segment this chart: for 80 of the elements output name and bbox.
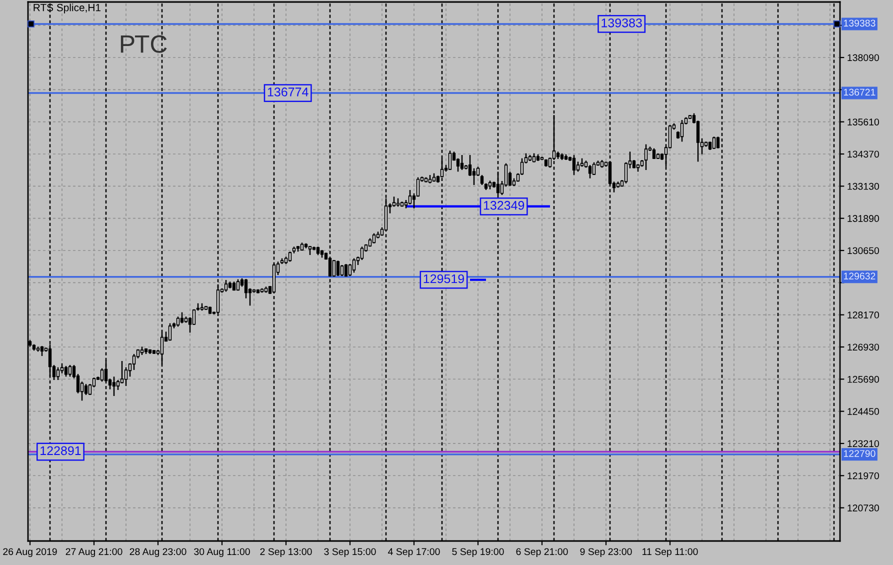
- candlestick: [352, 258, 356, 274]
- candlestick: [372, 232, 376, 244]
- candlestick: [60, 362, 64, 374]
- candlestick: [340, 264, 344, 277]
- candlestick: [416, 176, 420, 198]
- x-tick-label: 6 Sep 21:00: [516, 548, 568, 558]
- annotation: 129519: [424, 274, 464, 284]
- candlestick: [244, 278, 248, 299]
- y-tick-label: 128170: [848, 312, 880, 318]
- ref-line-label: 129632: [844, 272, 876, 280]
- candlestick: [572, 154, 576, 176]
- annotation: 136774: [268, 88, 308, 96]
- candlestick: [224, 279, 228, 292]
- ref-line-label: 136721: [844, 88, 876, 96]
- candlestick: [588, 164, 592, 179]
- x-tick-label: 5 Sep 19:00: [452, 548, 504, 558]
- candlestick: [576, 161, 580, 172]
- x-tick-label: 27 Aug 21:00: [66, 548, 122, 558]
- candlestick: [180, 312, 184, 324]
- x-tick-label: 2 Sep 13:00: [260, 548, 312, 558]
- candlestick: [100, 368, 104, 382]
- candlestick: [288, 251, 292, 262]
- annotation: 139383: [602, 18, 642, 28]
- candlestick: [472, 168, 476, 186]
- y-tick-label: 126930: [848, 344, 880, 351]
- candlestick: [68, 364, 72, 378]
- candlestick: [680, 119, 684, 142]
- candlestick: [408, 189, 412, 205]
- candlestick: [348, 263, 352, 277]
- candlestick: [120, 360, 124, 384]
- y-tick-label: 134370: [848, 150, 880, 158]
- candlestick: [132, 353, 136, 371]
- y-tick-label: 124450: [848, 408, 880, 415]
- candlestick: [124, 366, 128, 387]
- x-tick-label: 30 Aug 11:00: [194, 548, 250, 558]
- candlestick: [84, 383, 88, 396]
- y-tick-label: 138090: [848, 54, 880, 62]
- y-tick-label: 131890: [848, 215, 880, 222]
- candlestick: [176, 316, 180, 328]
- candlestick: [336, 260, 340, 277]
- annotation: РТС: [120, 35, 167, 53]
- ref-line-label: 139383: [844, 20, 876, 27]
- y-tick-label: 133130: [848, 182, 880, 190]
- candlestick: [40, 345, 44, 357]
- candlestick: [716, 136, 720, 149]
- candlestick: [460, 154, 464, 171]
- candlestick: [168, 322, 172, 342]
- y-tick-label: 135610: [848, 118, 880, 126]
- annotation: 122891: [40, 446, 81, 456]
- y-tick-label: 125690: [848, 376, 880, 383]
- candlestick: [116, 379, 120, 391]
- chart-title: RTS Splice,H1: [34, 4, 100, 14]
- ref-line-label: 122790: [844, 450, 876, 457]
- candlestick: [56, 366, 60, 381]
- y-tick-label: 123210: [848, 440, 880, 448]
- x-tick-label: 9 Sep 23:00: [580, 548, 632, 558]
- candlestick: [644, 144, 648, 171]
- candlestick: [468, 154, 472, 177]
- x-tick-label: 26 Aug 2019: [3, 548, 57, 558]
- y-tick-label: 121970: [848, 472, 880, 480]
- candlestick: [112, 376, 116, 397]
- x-tick-label: 4 Sep 17:00: [388, 548, 440, 558]
- candlestick: [592, 162, 596, 176]
- x-tick-label: 28 Aug 23:00: [130, 548, 186, 558]
- annotation: 132349: [484, 200, 524, 210]
- candlestick: [480, 174, 484, 186]
- x-tick-label: 3 Sep 15:00: [324, 548, 376, 558]
- candlestick: [624, 162, 628, 184]
- candlestick: [392, 196, 396, 208]
- y-tick-label: 120730: [848, 504, 880, 512]
- x-tick-label: 11 Sep 11:00: [642, 548, 698, 558]
- y-tick-label: 130650: [848, 247, 880, 254]
- candlestick: [192, 308, 196, 326]
- candlestick: [360, 246, 364, 261]
- candlestick: [712, 136, 716, 150]
- candlestick: [532, 152, 536, 163]
- candlestick: [64, 365, 68, 378]
- candlestick: [476, 166, 480, 177]
- candlestick: [448, 150, 452, 171]
- candlestick: [344, 263, 348, 278]
